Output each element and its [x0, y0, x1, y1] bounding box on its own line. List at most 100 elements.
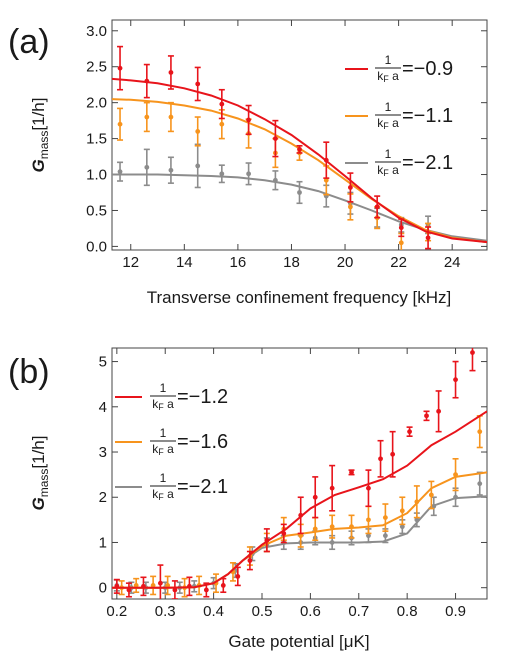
legend-label-value: =−1.1 [402, 105, 453, 127]
data-point [195, 129, 201, 134]
data-point [399, 524, 405, 530]
y-tick-label: 0.5 [86, 202, 107, 219]
data-point [195, 163, 201, 169]
data-point [470, 350, 475, 355]
y-tick-label: 0.0 [86, 238, 107, 255]
data-point [374, 204, 380, 210]
data-point [141, 583, 146, 589]
data-point [329, 485, 335, 491]
data-point [323, 157, 329, 163]
data-point [219, 101, 225, 107]
panel-label: (a) [8, 23, 50, 61]
data-point [329, 524, 335, 530]
legend-denominator-k: k [152, 442, 159, 456]
y-tick-label: 3.0 [86, 23, 107, 40]
y-axis-label-unit: [1/h] [29, 98, 48, 131]
x-tick-label: 0.9 [445, 603, 466, 620]
data-point [117, 65, 123, 71]
legend-denominator-k: k [377, 69, 384, 83]
chart-panel-b: 0.2 0.3 0.4 0.5 0.6 0.7 0.8 0.9 0 1 2 3 4 5 (b) Gate po… [8, 347, 488, 651]
data-point [436, 408, 442, 414]
data-point [398, 240, 404, 246]
data-point [399, 508, 405, 514]
legend-denominator-a: a [389, 116, 399, 130]
x-tick-label: 12 [122, 254, 139, 271]
y-tick-label: 1.0 [86, 167, 107, 184]
data-point [298, 533, 304, 539]
x-tick-label: 20 [337, 254, 354, 271]
x-tick-label: 14 [176, 254, 193, 271]
data-point [366, 485, 371, 491]
data-point [165, 583, 171, 588]
legend-denominator-sub: F [383, 168, 389, 178]
data-point [425, 235, 431, 241]
legend-fraction-numerator: 1 [160, 471, 167, 485]
legend-denominator-a: a [164, 397, 174, 411]
data-point [329, 540, 335, 545]
data-point [144, 114, 150, 120]
y-axis-label-main: G [29, 159, 48, 172]
data-point [281, 531, 287, 536]
y-tick-label: 1 [99, 534, 107, 551]
legend-fraction-denominator: kF a [377, 116, 399, 131]
data-point [168, 167, 174, 173]
data-point [378, 456, 383, 462]
data-point [247, 558, 253, 563]
data-point [477, 481, 483, 487]
x-tick-label: 24 [444, 254, 461, 271]
y-tick-label: 3 [99, 444, 107, 461]
legend-denominator-sub: F [383, 121, 389, 131]
x-tick-label: 18 [283, 254, 300, 271]
data-point [168, 70, 174, 75]
data-point [431, 503, 437, 509]
legend-denominator-k: k [152, 487, 159, 501]
x-axis-label: Transverse confinement frequency [kHz] [147, 288, 452, 307]
data-point [453, 472, 458, 478]
legend-fraction-numerator: 1 [160, 381, 167, 395]
legend-label-value: =−2.1 [177, 476, 228, 498]
chart-panel-a: 12 14 16 18 20 22 24 0.0 0.5 1.0 1.5 2.0 2.5 3.0 (a) Tr… [8, 19, 488, 307]
x-tick-label: 0.3 [155, 603, 176, 620]
data-point [195, 81, 201, 87]
data-point [117, 169, 123, 175]
y-tick-label: 2.5 [86, 59, 107, 76]
fit-line-series-1 [112, 77, 487, 244]
data-point [117, 121, 123, 127]
data-point [414, 499, 420, 505]
data-point [453, 377, 458, 383]
legend-denominator-a: a [389, 69, 399, 83]
x-tick-label: 0.4 [203, 603, 224, 620]
data-point [398, 225, 404, 231]
legend-fraction-numerator: 1 [160, 426, 167, 440]
legend-denominator-sub: F [158, 402, 164, 412]
legend-fraction-numerator: 1 [385, 147, 392, 161]
plot-area [112, 348, 487, 599]
data-point [349, 469, 354, 475]
x-tick-label: 0.7 [348, 603, 369, 620]
data-point [168, 114, 174, 120]
data-point [264, 537, 270, 543]
data-point [235, 573, 241, 579]
data-point [312, 494, 318, 500]
legend-denominator-a: a [164, 442, 174, 456]
legend-label-value: =−2.1 [402, 152, 453, 174]
data-point [246, 117, 252, 123]
data-point [219, 171, 225, 177]
legend-denominator-sub: F [383, 74, 389, 84]
data-point [347, 185, 353, 190]
y-tick-label: 0 [99, 580, 107, 597]
legend-denominator-k: k [377, 116, 384, 130]
legend-label-value: =−1.2 [177, 386, 228, 408]
data-point [187, 583, 192, 589]
data-point [349, 524, 354, 530]
y-tick-label: 5 [99, 354, 107, 371]
fit-line-series-2 [112, 98, 487, 244]
data-point [347, 204, 353, 210]
legend-fraction-denominator: kF a [152, 487, 174, 502]
data-point [424, 413, 429, 419]
data-point [297, 190, 302, 195]
legend-fraction-numerator: 1 [385, 100, 392, 114]
fit-line-series-1 [112, 410, 487, 589]
